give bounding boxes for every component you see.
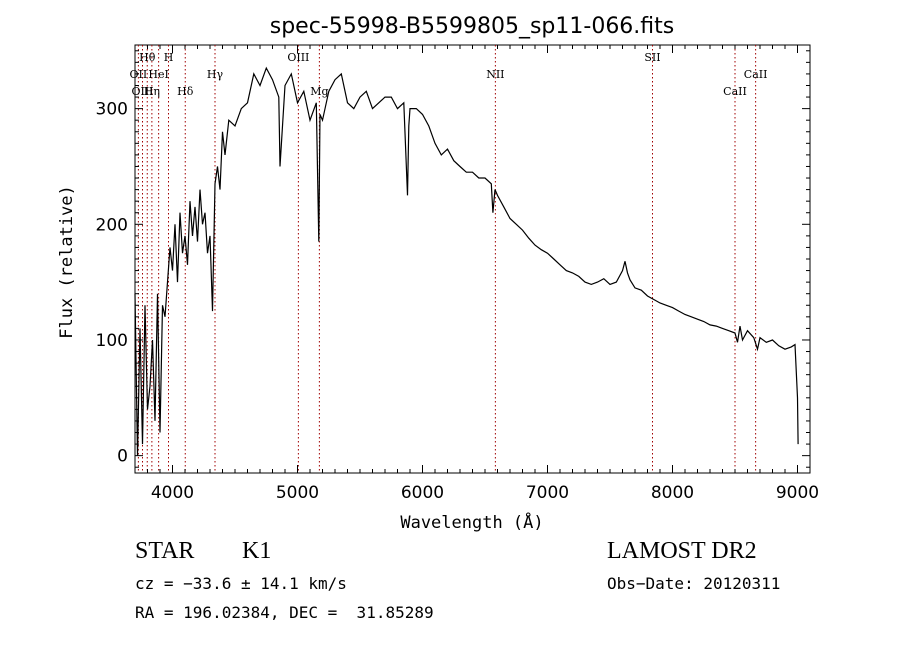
axis-ticks: 4000 5000 6000 7000 8000 9000 0 100 200 300 — [96, 45, 819, 503]
x-tick-label: 8000 — [651, 483, 694, 503]
y-tick-label: 300 — [96, 100, 128, 120]
chart-title: spec-55998-B5599805_sp11-066.fits — [270, 14, 675, 39]
line-label: H — [164, 51, 174, 64]
x-tick-label: 7000 — [526, 483, 569, 503]
survey-name: LAMOST DR2 — [607, 538, 757, 564]
redshift-velocity: cz = −33.6 ± 14.1 km/s — [135, 574, 347, 593]
line-label: CaII — [723, 85, 747, 98]
line-label: SII — [644, 51, 660, 64]
line-label: Hδ — [177, 85, 194, 98]
x-axis-label: Wavelength (Å) — [400, 511, 543, 533]
object-subclass: K1 — [242, 538, 272, 564]
coordinates: RA = 196.02384, DEC = 31.85289 — [135, 603, 434, 622]
line-label: Hθ — [139, 51, 156, 64]
y-tick-label: 100 — [96, 331, 128, 351]
line-label: NII — [486, 68, 504, 81]
line-label: CaII — [744, 68, 768, 81]
line-label: HeI — [148, 68, 168, 81]
x-tick-label: 6000 — [401, 483, 444, 503]
line-label: Hη — [144, 85, 160, 98]
line-label: OIII — [287, 51, 309, 64]
spectrum-chart: spec-55998-B5599805_sp11-066.fits Wavele… — [57, 14, 819, 533]
spectrum-line — [134, 66, 799, 456]
object-class: STAR — [135, 538, 195, 564]
y-tick-label: 200 — [96, 215, 128, 235]
line-labels: OII OIII Hθ Hη HeI H Hδ Hγ OIII Mg NII SII CaII CaII — [130, 51, 768, 98]
x-tick-label: 5000 — [276, 483, 319, 503]
x-tick-label: 4000 — [151, 483, 194, 503]
observation-date: Obs−Date: 20120311 — [607, 574, 781, 593]
line-markers — [137, 45, 757, 473]
plot-frame — [134, 44, 811, 474]
line-label: Hγ — [207, 68, 224, 81]
line-label: OII — [130, 68, 148, 81]
x-tick-label: 9000 — [776, 483, 819, 503]
line-label: Mg — [310, 85, 328, 98]
y-tick-label: 0 — [117, 447, 128, 467]
line-label: OIII — [131, 85, 153, 98]
y-axis-label: Flux (relative) — [57, 185, 77, 339]
